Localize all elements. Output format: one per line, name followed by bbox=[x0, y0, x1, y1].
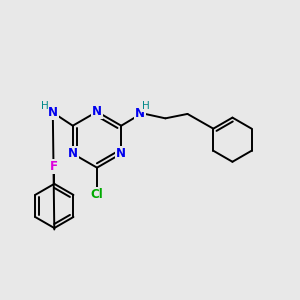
Text: N: N bbox=[116, 147, 126, 160]
Text: N: N bbox=[92, 105, 102, 118]
Text: N: N bbox=[68, 147, 78, 160]
Text: H: H bbox=[142, 101, 149, 111]
Text: H: H bbox=[40, 101, 48, 111]
Text: N: N bbox=[48, 106, 58, 119]
Text: N: N bbox=[135, 107, 146, 120]
Text: F: F bbox=[50, 160, 58, 173]
Text: Cl: Cl bbox=[91, 188, 103, 201]
